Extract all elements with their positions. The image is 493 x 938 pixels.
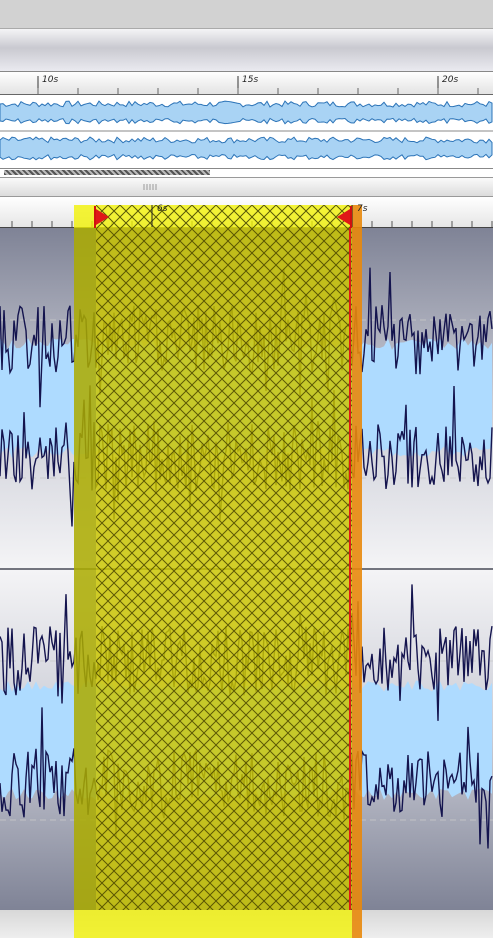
selection-start-flag-icon[interactable] xyxy=(92,206,112,228)
selection-end-line xyxy=(349,228,351,910)
selection-right-band xyxy=(352,205,362,938)
horizontal-scrollbar[interactable] xyxy=(0,177,493,197)
overview-selection-strip xyxy=(0,168,493,177)
selection-end-flag-icon[interactable] xyxy=(334,206,354,228)
detail-tick-label: 6s xyxy=(157,204,168,214)
overview-ruler-ticks xyxy=(37,76,479,94)
detail-tick-label: 7s xyxy=(357,204,368,214)
overview-selection-range xyxy=(4,170,210,175)
overview-waveform-left xyxy=(0,100,493,125)
overview-ruler[interactable]: 10s 15s 20s xyxy=(0,72,493,95)
detail-ruler-major-ticks xyxy=(151,205,353,227)
top-toolbar xyxy=(0,0,493,29)
toolbar-band xyxy=(0,29,493,72)
overview-waveform-right xyxy=(0,136,493,161)
grip-lines-icon[interactable] xyxy=(0,178,493,196)
overview-tick-label: 20s xyxy=(442,75,459,85)
overview-waveform-panel[interactable] xyxy=(0,95,493,167)
overview-waveforms xyxy=(0,100,493,161)
selection-crosshatch xyxy=(96,205,352,910)
overview-tick-label: 15s xyxy=(242,75,259,85)
selection-dim-left xyxy=(74,228,96,910)
overview-tick-label: 10s xyxy=(42,75,59,85)
